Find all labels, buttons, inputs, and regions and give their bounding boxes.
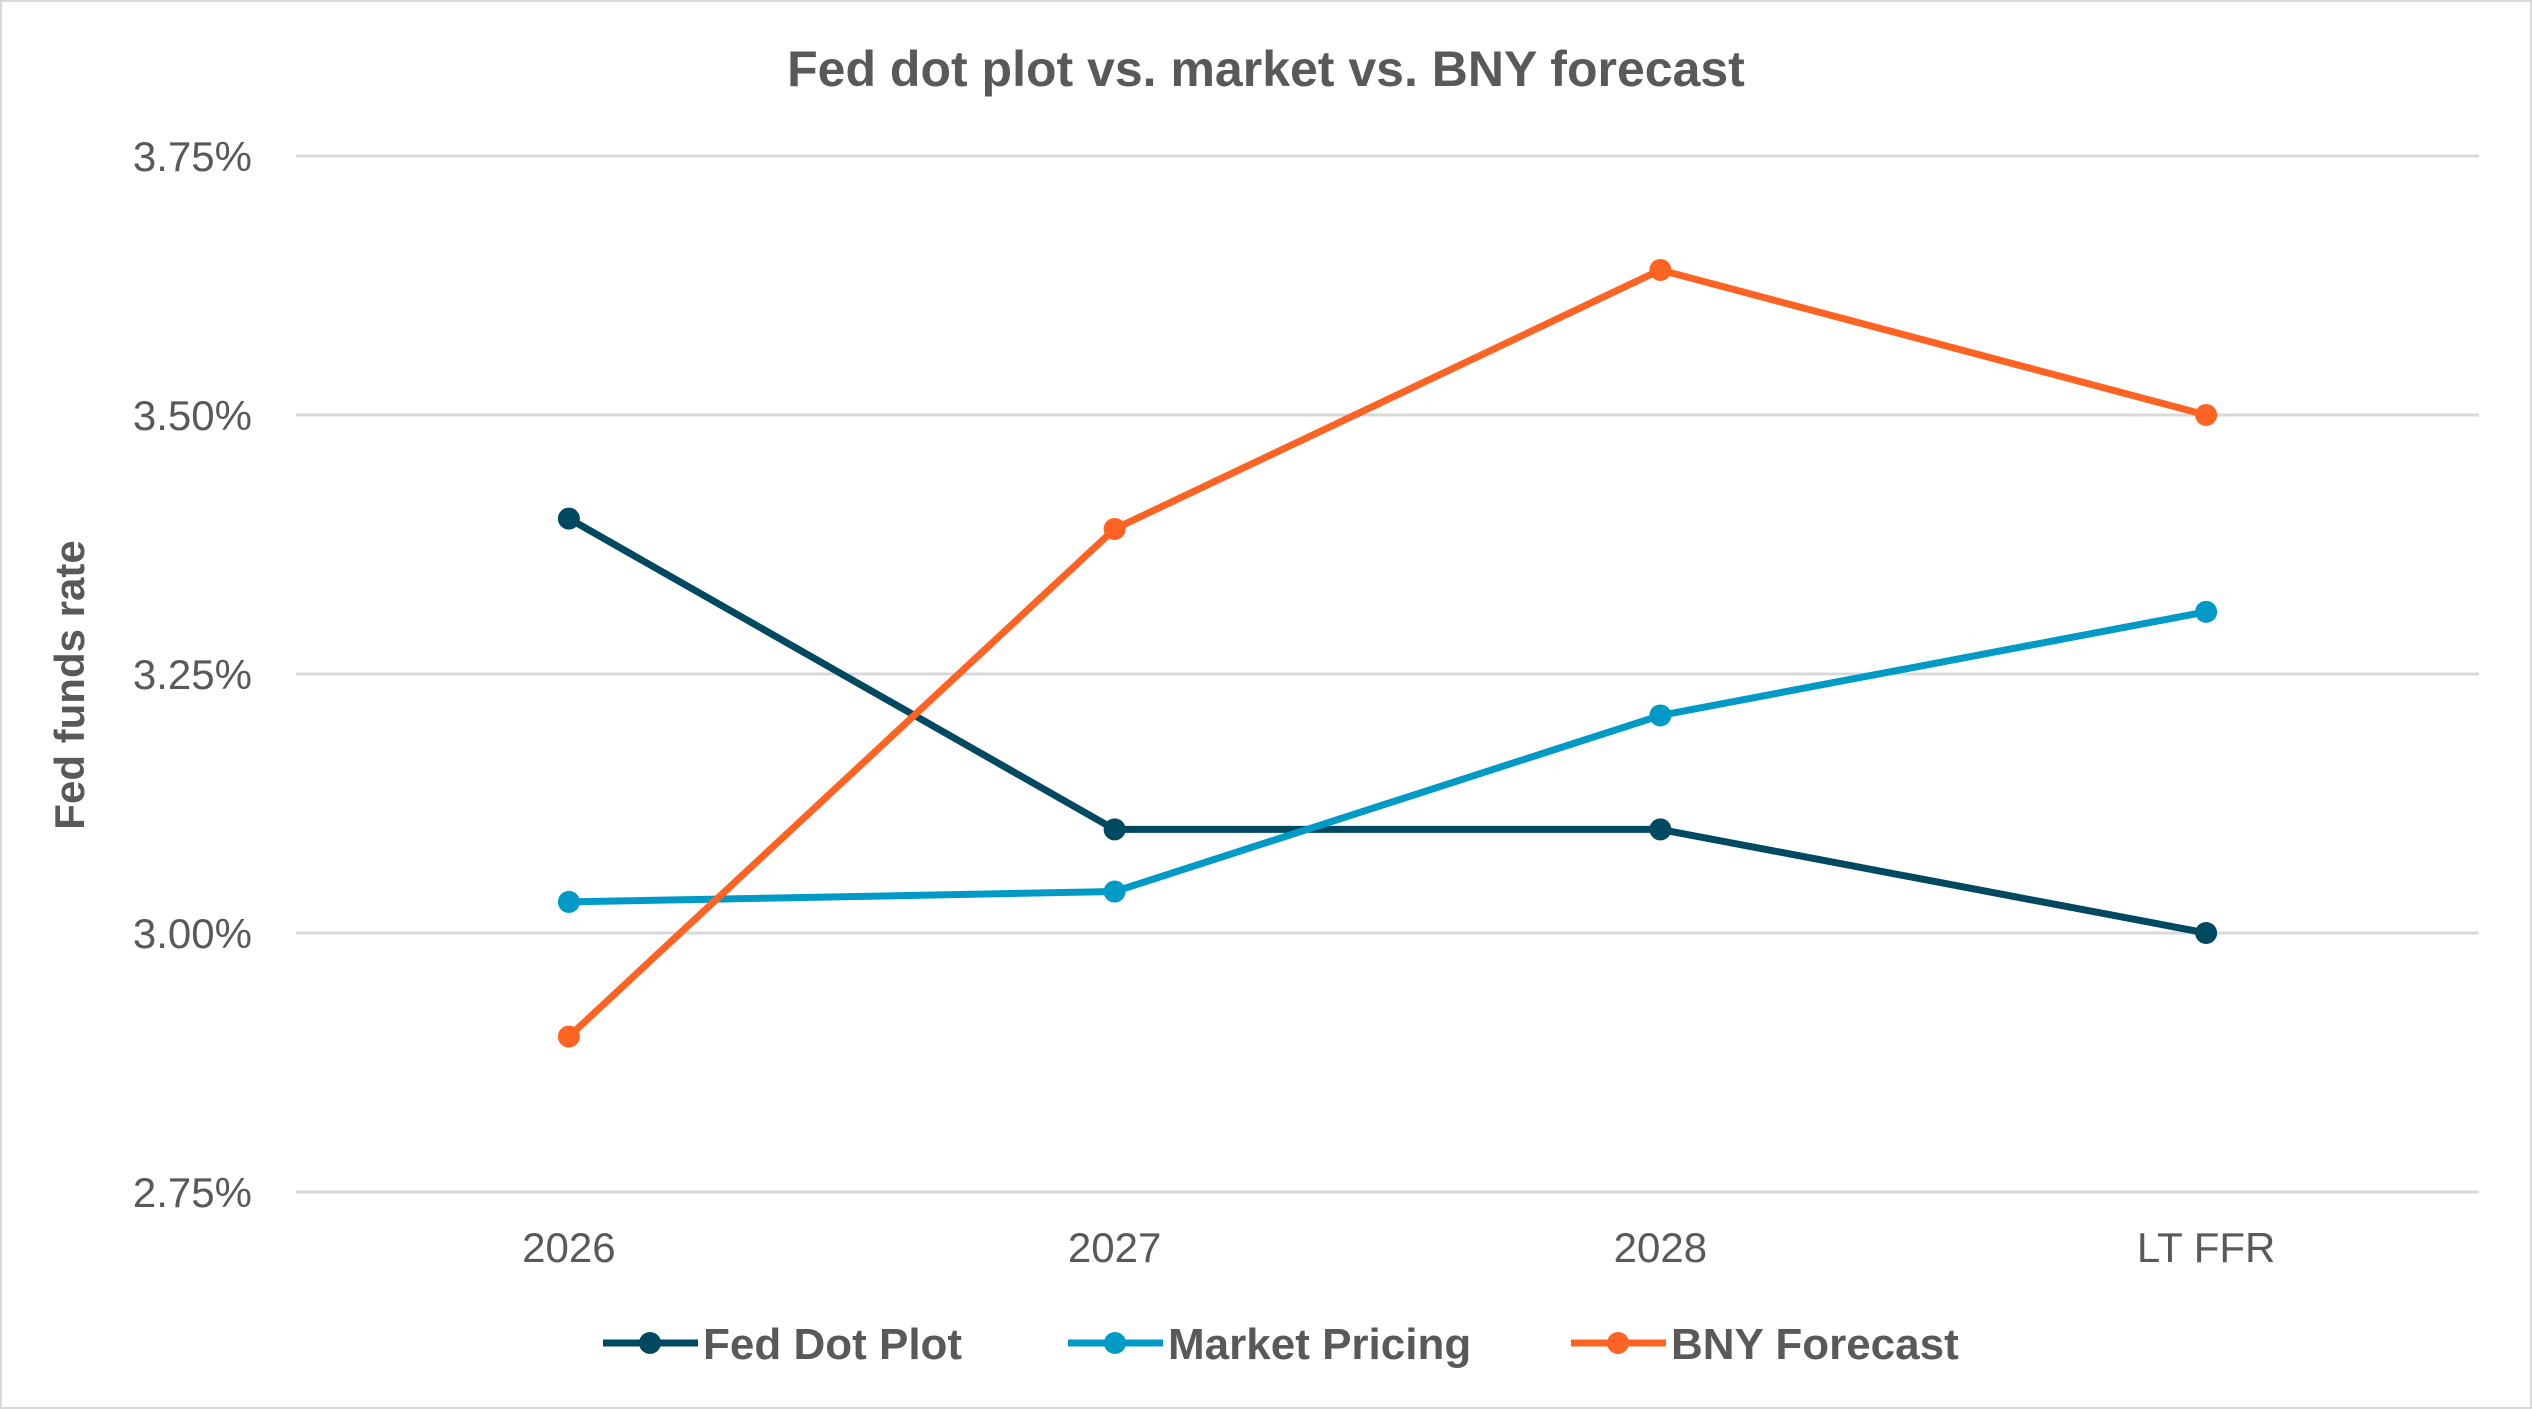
data-point (557, 890, 580, 913)
legend-label: Market Pricing (1168, 1320, 1471, 1369)
chart-title: Fed dot plot vs. market vs. BNY forecast (787, 41, 1745, 97)
data-point (1103, 880, 1126, 903)
series-line (566, 266, 2208, 1040)
series-line (567, 515, 2207, 937)
legend-label: Fed Dot Plot (703, 1320, 962, 1369)
legend-item: BNY Forecast (1571, 1320, 1959, 1369)
series-bny-forecast (557, 258, 2218, 1048)
y-tick-label: 3.75% (133, 133, 252, 180)
y-tick-label: 2.75% (133, 1169, 252, 1216)
y-tick-label: 3.50% (133, 392, 252, 439)
x-tick-label: LT FFR (2137, 1224, 2275, 1271)
legend-item: Fed Dot Plot (603, 1320, 962, 1369)
series-line (568, 608, 2207, 906)
y-axis-label: Fed funds rate (46, 540, 93, 829)
data-point (1649, 704, 1672, 727)
legend-swatch-marker (1607, 1332, 1629, 1354)
x-tick-labels: 2026 2027 2028 LT FFR (522, 1224, 2275, 1271)
data-point (2195, 922, 2218, 944)
y-tick-label: 3.00% (133, 910, 252, 957)
y-tick-labels: 2.75% 3.00% 3.25% 3.50% 3.75% (133, 133, 252, 1216)
legend: Fed Dot Plot Market Pricing BNY Forecast (603, 1320, 1959, 1369)
data-point (557, 1025, 580, 1048)
y-tick-label: 3.25% (133, 651, 252, 698)
series-market-pricing (557, 600, 2218, 913)
legend-swatch-marker (1104, 1332, 1126, 1354)
data-point (1103, 517, 1126, 540)
series-group (557, 258, 2218, 1048)
data-point (557, 507, 580, 530)
legend-item: Market Pricing (1068, 1320, 1471, 1369)
legend-swatch-marker (639, 1332, 661, 1354)
gridlines (296, 154, 2479, 1194)
data-point (1103, 818, 1126, 841)
data-point (2195, 600, 2218, 623)
data-point (1649, 818, 1672, 841)
series-fed-dot-plot (557, 507, 2218, 944)
data-point (1649, 258, 1672, 281)
legend-label: BNY Forecast (1671, 1320, 1959, 1369)
data-point (2195, 404, 2218, 426)
x-tick-label: 2028 (1614, 1224, 1707, 1271)
x-tick-label: 2027 (1068, 1224, 1161, 1271)
x-tick-label: 2026 (522, 1224, 615, 1271)
